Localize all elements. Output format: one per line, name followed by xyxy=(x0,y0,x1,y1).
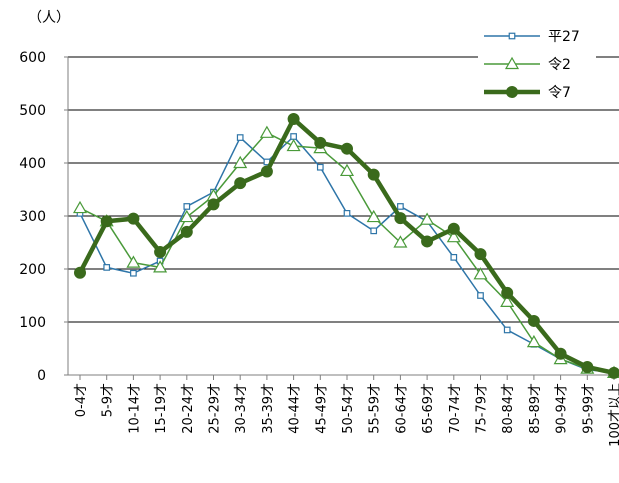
y-tick-label: 0 xyxy=(37,368,46,384)
x-tick-label: 75-79才 xyxy=(475,383,490,434)
data-point xyxy=(287,113,300,126)
legend-item: 平27 xyxy=(484,29,580,45)
data-point xyxy=(233,155,248,169)
x-tick-label: 15-19才 xyxy=(154,383,169,434)
x-tick-label: 30-34才 xyxy=(234,383,249,434)
data-point xyxy=(260,165,273,178)
data-point xyxy=(207,198,220,211)
data-point xyxy=(183,203,191,210)
data-point xyxy=(154,246,167,259)
data-point xyxy=(100,215,113,228)
data-point xyxy=(366,209,381,223)
series-2 xyxy=(72,125,619,378)
x-tick-label: 90-94才 xyxy=(555,383,570,434)
x-tick-label: 70-74才 xyxy=(448,383,463,434)
data-point xyxy=(420,212,435,225)
data-point xyxy=(367,168,380,181)
y-tick-label: 600 xyxy=(19,50,46,66)
data-point xyxy=(477,292,484,299)
legend-marker xyxy=(506,86,518,98)
data-point xyxy=(446,229,461,243)
data-point xyxy=(450,253,458,261)
data-point xyxy=(503,326,511,334)
legend-marker xyxy=(504,56,520,70)
legend-label: 平27 xyxy=(548,29,580,45)
y-tick-label: 400 xyxy=(19,156,46,172)
data-point xyxy=(397,203,404,210)
data-point xyxy=(474,248,487,261)
y-tick-label: 500 xyxy=(19,103,46,119)
data-point xyxy=(103,264,111,271)
series-line xyxy=(78,116,615,376)
data-point xyxy=(527,314,540,327)
data-point xyxy=(234,177,247,190)
data-point xyxy=(126,255,141,268)
data-point xyxy=(393,235,408,248)
x-tick-label: 0-4才 xyxy=(74,383,89,417)
x-tick-label: 80-84才 xyxy=(501,383,516,434)
legend-item: 令2 xyxy=(484,56,571,73)
y-tick-label: 100 xyxy=(19,315,46,331)
legend: 平27 令2 令7 xyxy=(478,22,596,108)
x-tick-label: 65-69才 xyxy=(421,383,436,434)
x-tick-label: 40-44才 xyxy=(288,383,303,434)
x-axis-ticks: 0-4才 5-9才 10-14才 15-19才 20-24才 25-29才 30-34才 35… xyxy=(74,383,619,447)
x-tick-label: 100才以上 xyxy=(608,383,619,447)
data-point xyxy=(370,227,378,235)
series-3 xyxy=(74,113,619,379)
legend-item: 令7 xyxy=(484,85,571,101)
data-point xyxy=(290,133,297,140)
data-point xyxy=(153,260,168,273)
data-point xyxy=(500,294,515,307)
data-point xyxy=(343,210,351,217)
x-tick-label: 85-89才 xyxy=(528,383,543,434)
data-point xyxy=(394,212,407,225)
data-point xyxy=(581,361,594,374)
axes xyxy=(64,56,619,380)
x-tick-label: 35-39才 xyxy=(261,383,276,434)
x-tick-label: 55-59才 xyxy=(368,383,383,434)
x-tick-label: 45-49才 xyxy=(314,383,329,434)
x-tick-label: 95-99才 xyxy=(581,383,596,434)
data-point xyxy=(608,366,619,379)
x-tick-label: 60-64才 xyxy=(394,383,409,434)
data-point xyxy=(526,334,541,348)
data-point xyxy=(127,212,140,225)
data-point xyxy=(314,136,327,149)
data-point xyxy=(180,225,193,238)
x-tick-label: 25-29才 xyxy=(208,383,223,434)
data-point xyxy=(473,267,488,280)
data-point xyxy=(501,286,514,299)
y-tick-label: 200 xyxy=(19,262,46,278)
data-point xyxy=(554,347,567,360)
x-tick-label: 5-9才 xyxy=(101,383,116,417)
data-point xyxy=(447,222,460,235)
data-point xyxy=(74,266,86,279)
x-tick-label: 20-24才 xyxy=(181,383,196,434)
data-point xyxy=(286,138,301,152)
data-point xyxy=(72,200,88,214)
data-point xyxy=(339,163,355,177)
data-point xyxy=(259,125,274,138)
x-tick-label: 50-54才 xyxy=(341,383,356,434)
data-point xyxy=(130,269,137,277)
data-point xyxy=(421,235,434,248)
y-axis-ticks: 0 100 200 300 400 500 600 xyxy=(19,50,46,384)
legend-label: 令2 xyxy=(548,57,571,73)
data-point xyxy=(316,163,324,171)
data-point xyxy=(236,134,244,141)
legend-label: 令7 xyxy=(548,85,571,101)
legend-marker xyxy=(508,32,516,40)
series-lines xyxy=(72,113,619,379)
x-tick-label: 10-14才 xyxy=(127,383,142,434)
y-unit-label: （人） xyxy=(28,10,70,26)
data-point xyxy=(341,142,353,155)
data-point xyxy=(179,209,194,223)
y-tick-label: 300 xyxy=(19,209,46,225)
